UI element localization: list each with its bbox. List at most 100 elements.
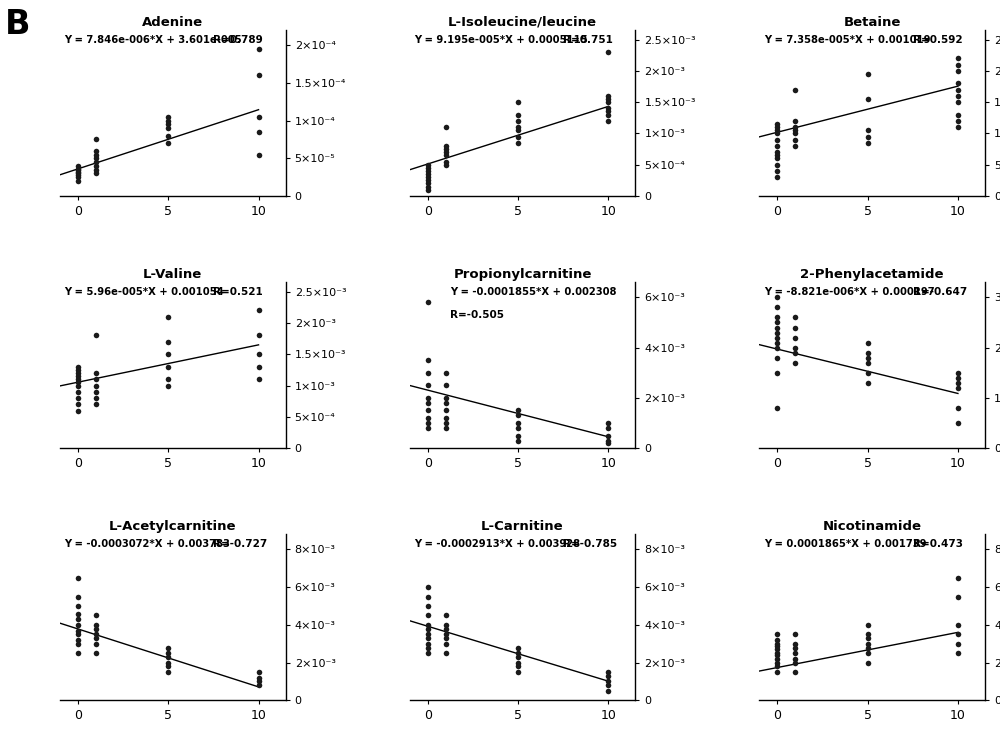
Point bbox=[787, 124, 803, 136]
Text: R=0.592: R=0.592 bbox=[913, 35, 962, 45]
Point bbox=[438, 412, 454, 424]
Point bbox=[160, 666, 176, 678]
Point bbox=[769, 649, 785, 661]
Point bbox=[787, 628, 803, 640]
Point bbox=[70, 572, 86, 584]
Point bbox=[860, 376, 876, 389]
Text: R=-0.785: R=-0.785 bbox=[563, 539, 617, 550]
Point bbox=[510, 660, 526, 672]
Point bbox=[251, 330, 267, 342]
Point bbox=[70, 647, 86, 659]
Point bbox=[438, 623, 454, 635]
Title: Betaine: Betaine bbox=[844, 16, 901, 29]
Point bbox=[88, 632, 104, 644]
Point bbox=[420, 632, 436, 644]
Point bbox=[860, 657, 876, 669]
Text: R=0.521: R=0.521 bbox=[213, 287, 263, 297]
Point bbox=[510, 124, 526, 136]
Point bbox=[950, 65, 966, 77]
Text: Y = -8.821e-006*X + 0.000197: Y = -8.821e-006*X + 0.000197 bbox=[764, 287, 935, 297]
Point bbox=[160, 361, 176, 373]
Point bbox=[769, 121, 785, 133]
Point bbox=[787, 657, 803, 669]
Point bbox=[510, 137, 526, 149]
Title: L-Acetylcarnitine: L-Acetylcarnitine bbox=[109, 520, 237, 533]
Point bbox=[600, 102, 616, 114]
Point bbox=[420, 581, 436, 593]
Text: B: B bbox=[5, 8, 30, 41]
Point bbox=[769, 140, 785, 152]
Point bbox=[860, 130, 876, 142]
Point bbox=[950, 84, 966, 96]
Point bbox=[420, 628, 436, 640]
Point bbox=[70, 169, 86, 181]
Point bbox=[510, 666, 526, 678]
Point bbox=[950, 78, 966, 90]
Point bbox=[510, 410, 526, 422]
Point bbox=[860, 357, 876, 369]
Point bbox=[420, 165, 436, 177]
Point bbox=[420, 619, 436, 631]
Point bbox=[950, 647, 966, 659]
Point bbox=[88, 623, 104, 635]
Point bbox=[160, 130, 176, 142]
Point bbox=[160, 657, 176, 669]
Point bbox=[160, 118, 176, 130]
Text: Y = -0.0001855*X + 0.002308: Y = -0.0001855*X + 0.002308 bbox=[450, 287, 617, 297]
Point bbox=[950, 382, 966, 394]
Point bbox=[860, 647, 876, 659]
Point bbox=[438, 156, 454, 168]
Point bbox=[860, 628, 876, 640]
Point bbox=[88, 163, 104, 175]
Point bbox=[510, 651, 526, 663]
Point bbox=[860, 93, 876, 105]
Point bbox=[420, 623, 436, 635]
Text: R=0.751: R=0.751 bbox=[563, 35, 613, 45]
Point bbox=[600, 46, 616, 58]
Point bbox=[787, 312, 803, 324]
Point bbox=[769, 643, 785, 655]
Point bbox=[438, 149, 454, 161]
Point bbox=[70, 619, 86, 631]
Point bbox=[950, 402, 966, 414]
Point bbox=[70, 600, 86, 612]
Point bbox=[510, 121, 526, 133]
Point bbox=[950, 115, 966, 127]
Point bbox=[160, 122, 176, 134]
Point bbox=[769, 327, 785, 339]
Point bbox=[420, 638, 436, 650]
Point bbox=[950, 619, 966, 631]
Point bbox=[860, 638, 876, 650]
Point bbox=[70, 392, 86, 404]
Point bbox=[438, 367, 454, 379]
Point bbox=[438, 404, 454, 416]
Point bbox=[600, 679, 616, 691]
Point bbox=[420, 642, 436, 654]
Point bbox=[600, 669, 616, 681]
Point bbox=[769, 666, 785, 678]
Point bbox=[420, 367, 436, 379]
Point bbox=[600, 434, 616, 447]
Point bbox=[769, 127, 785, 139]
Point bbox=[438, 380, 454, 392]
Point bbox=[600, 422, 616, 434]
Point bbox=[70, 373, 86, 386]
Point bbox=[950, 638, 966, 650]
Point bbox=[950, 590, 966, 602]
Point bbox=[88, 638, 104, 650]
Title: L-Valine: L-Valine bbox=[143, 268, 202, 281]
Point bbox=[860, 346, 876, 358]
Point bbox=[600, 108, 616, 120]
Point bbox=[251, 148, 267, 160]
Point bbox=[950, 572, 966, 584]
Point bbox=[787, 140, 803, 152]
Point bbox=[600, 437, 616, 449]
Point bbox=[860, 124, 876, 136]
Point bbox=[160, 651, 176, 663]
Point bbox=[510, 417, 526, 429]
Point bbox=[251, 361, 267, 373]
Point bbox=[950, 59, 966, 71]
Point bbox=[251, 675, 267, 687]
Point bbox=[510, 429, 526, 441]
Point bbox=[70, 628, 86, 640]
